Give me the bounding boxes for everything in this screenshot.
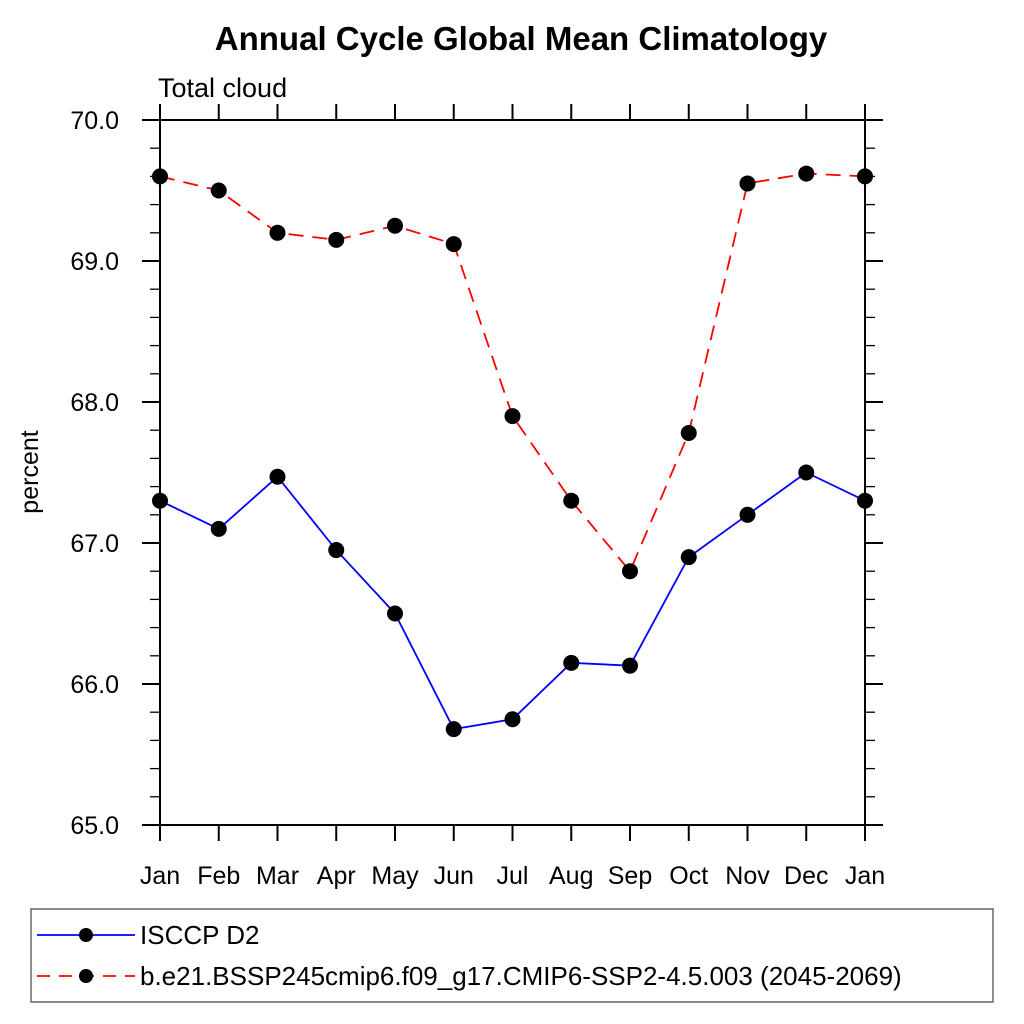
- data-point-marker: [622, 657, 638, 674]
- data-point-marker: [152, 168, 168, 185]
- x-tick-label: Sep: [608, 862, 652, 890]
- data-point-marker: [504, 711, 521, 728]
- data-point-marker: [210, 520, 227, 537]
- x-tick-label: Apr: [317, 862, 356, 890]
- data-point-marker: [210, 182, 227, 199]
- data-point-marker: [563, 492, 580, 509]
- data-point-marker: [445, 721, 462, 738]
- x-tick-label: Jul: [497, 862, 529, 890]
- legend-label-isccp-d2: ISCCP D2: [140, 920, 259, 950]
- data-point-marker: [680, 549, 697, 566]
- x-tick-label: May: [371, 862, 419, 890]
- data-point-marker: [798, 165, 815, 182]
- data-point-marker: [328, 231, 345, 248]
- legend-swatch-marker-1: [79, 969, 93, 983]
- x-tick-labels: Jan Feb Mar Apr May Jun Jul Aug Sep Oct Nov Dec Jan: [140, 862, 885, 890]
- x-tick-label: Jan: [845, 862, 885, 890]
- data-point-marker: [504, 408, 521, 425]
- legend-box: [30, 908, 994, 1003]
- y-tick-label: 66.0: [70, 671, 119, 699]
- y-tick-label: 68.0: [70, 389, 119, 417]
- data-point-marker: [622, 563, 638, 580]
- data-point-marker: [387, 217, 403, 234]
- data-point-marker: [680, 425, 697, 442]
- series-line-0: [159, 471, 866, 731]
- chart-title: Annual Cycle Global Mean Climatology: [215, 20, 828, 57]
- y-axis-label: percent: [16, 430, 44, 513]
- x-tick-label: Aug: [549, 862, 593, 890]
- data-series: [152, 165, 873, 738]
- y-tick-label: 65.0: [70, 812, 119, 840]
- series-line-1: [159, 172, 866, 573]
- data-point-marker: [739, 506, 756, 523]
- y-tick-labels: 70.0 69.0 68.0 67.0 66.0 65.0: [70, 107, 119, 840]
- legend-swatches: [37, 928, 135, 983]
- x-tick-label: Oct: [669, 862, 708, 890]
- x-tick-label: Nov: [725, 862, 770, 890]
- data-point-marker: [857, 492, 873, 509]
- chart-subtitle: Total cloud: [158, 73, 287, 103]
- data-point-marker: [739, 175, 756, 192]
- legend-swatch-marker-0: [79, 928, 93, 942]
- legend: ISCCP D2 b.e21.BSSP245cmip6.f09_g17.CMIP…: [30, 908, 994, 1003]
- data-point-marker: [387, 605, 403, 622]
- y-tick-label: 70.0: [70, 107, 119, 135]
- data-point-marker: [857, 168, 873, 185]
- data-point-marker: [269, 224, 286, 241]
- data-point-marker: [269, 468, 286, 485]
- data-point-marker: [328, 542, 345, 559]
- data-point-marker: [563, 654, 580, 671]
- data-point-marker: [445, 236, 462, 253]
- data-point-marker: [798, 464, 815, 481]
- y-tick-label: 69.0: [70, 248, 119, 276]
- y-tick-label: 67.0: [70, 530, 119, 558]
- data-point-marker: [152, 492, 168, 509]
- x-tick-label: Jan: [140, 862, 180, 890]
- x-tick-label: Dec: [784, 862, 828, 890]
- x-tick-label: Feb: [197, 862, 240, 890]
- x-tick-label: Mar: [256, 862, 299, 890]
- legend-label-cmip6-ssp2: b.e21.BSSP245cmip6.f09_g17.CMIP6-SSP2-4.…: [140, 961, 902, 991]
- x-tick-label: Jun: [434, 862, 474, 890]
